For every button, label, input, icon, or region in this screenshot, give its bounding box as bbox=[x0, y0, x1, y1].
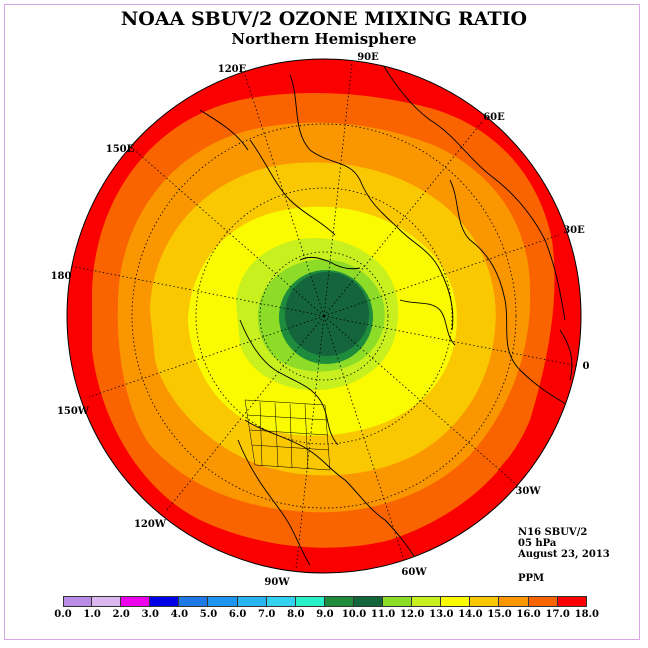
colorbar-tick-label: 13.0 bbox=[429, 609, 454, 620]
colorbar-cell bbox=[295, 596, 325, 607]
contour-red-blob-south bbox=[305, 552, 396, 573]
units-label: PPM bbox=[518, 573, 545, 584]
contour-red-blob-east bbox=[488, 449, 533, 495]
colorbar-cell bbox=[528, 596, 558, 607]
colorbar-cell bbox=[237, 596, 267, 607]
date-label: August 23, 2013 bbox=[518, 549, 610, 560]
lon-label-30e: 30E bbox=[563, 225, 585, 236]
colorbar bbox=[63, 596, 587, 607]
colorbar-tick-label: 0.0 bbox=[54, 609, 72, 620]
ozone-contours bbox=[67, 59, 581, 573]
colorbar-tick-label: 5.0 bbox=[199, 609, 218, 620]
colorbar-tick-label: 2.0 bbox=[112, 609, 130, 620]
plot-frame bbox=[4, 4, 640, 640]
colorbar-tick-label: 12.0 bbox=[400, 609, 425, 620]
colorbar-tick-label: 18.0 bbox=[574, 609, 599, 620]
colorbar-cell bbox=[412, 596, 442, 607]
colorbar-tick-label: 3.0 bbox=[141, 609, 159, 620]
contour-dark-green bbox=[285, 272, 369, 356]
colorbar-tick-label: 14.0 bbox=[458, 609, 483, 620]
colorbar-cell bbox=[266, 596, 296, 607]
colorbar-cell bbox=[353, 596, 384, 607]
colorbar-tick-label: 6.0 bbox=[228, 609, 247, 620]
colorbar-cell bbox=[179, 596, 209, 607]
colorbar-cell bbox=[383, 596, 413, 607]
lon-label-120e: 120E bbox=[218, 64, 247, 75]
plot-title: NOAA SBUV/2 OZONE MIXING RATIO bbox=[120, 8, 528, 30]
lon-label-30w: 30W bbox=[515, 486, 541, 497]
colorbar-tick-label: 8.0 bbox=[287, 609, 305, 620]
lon-label-60w: 60W bbox=[401, 567, 427, 578]
lon-label-120w: 120W bbox=[134, 519, 167, 530]
colorbar-tick-label: 16.0 bbox=[516, 609, 541, 620]
colorbar-cell bbox=[208, 596, 238, 607]
colorbar-cell bbox=[150, 596, 180, 607]
coastlines bbox=[199, 59, 576, 566]
longitude-labels: 90E 60E 30E 0 30W 60W 90W 120W 150W 180 … bbox=[51, 52, 590, 588]
colorbar-cell bbox=[92, 596, 122, 607]
colorbar-cell bbox=[499, 596, 529, 607]
lon-label-90w: 90W bbox=[264, 577, 290, 588]
pressure-level-label: 05 hPa bbox=[518, 538, 557, 549]
colorbar-cell bbox=[470, 596, 500, 607]
lon-label-0: 0 bbox=[583, 361, 590, 372]
colorbar-cell bbox=[557, 596, 587, 607]
colorbar-tick-label: 10.0 bbox=[341, 609, 367, 620]
colorbar-tick-label: 7.0 bbox=[257, 609, 276, 620]
colorbar-tick-label: 1.0 bbox=[83, 609, 101, 620]
colorbar-tick-label: 11.0 bbox=[370, 609, 396, 620]
colorbar-tick-label: 9.0 bbox=[316, 609, 334, 620]
colorbar-cell bbox=[324, 596, 354, 607]
lon-label-180: 180 bbox=[51, 271, 72, 282]
colorbar-tick-label: 15.0 bbox=[487, 609, 512, 620]
colorbar-tick-label: 4.0 bbox=[170, 609, 189, 620]
us-state-grid bbox=[244, 399, 331, 471]
plot-subtitle: Northern Hemisphere bbox=[231, 30, 417, 48]
graticule bbox=[69, 62, 579, 570]
colorbar-cell bbox=[63, 596, 93, 607]
colorbar-tick-label: 17.0 bbox=[545, 609, 570, 620]
map-boundary bbox=[66, 58, 582, 574]
lon-label-60e: 60E bbox=[483, 112, 505, 123]
colorbar-cell bbox=[121, 596, 151, 607]
lon-label-150e: 150E bbox=[106, 144, 135, 155]
lon-label-90e: 90E bbox=[357, 52, 379, 63]
lon-label-150w: 150W bbox=[57, 406, 90, 417]
colorbar-cell bbox=[441, 596, 471, 607]
satellite-label: N16 SBUV/2 bbox=[518, 527, 588, 538]
